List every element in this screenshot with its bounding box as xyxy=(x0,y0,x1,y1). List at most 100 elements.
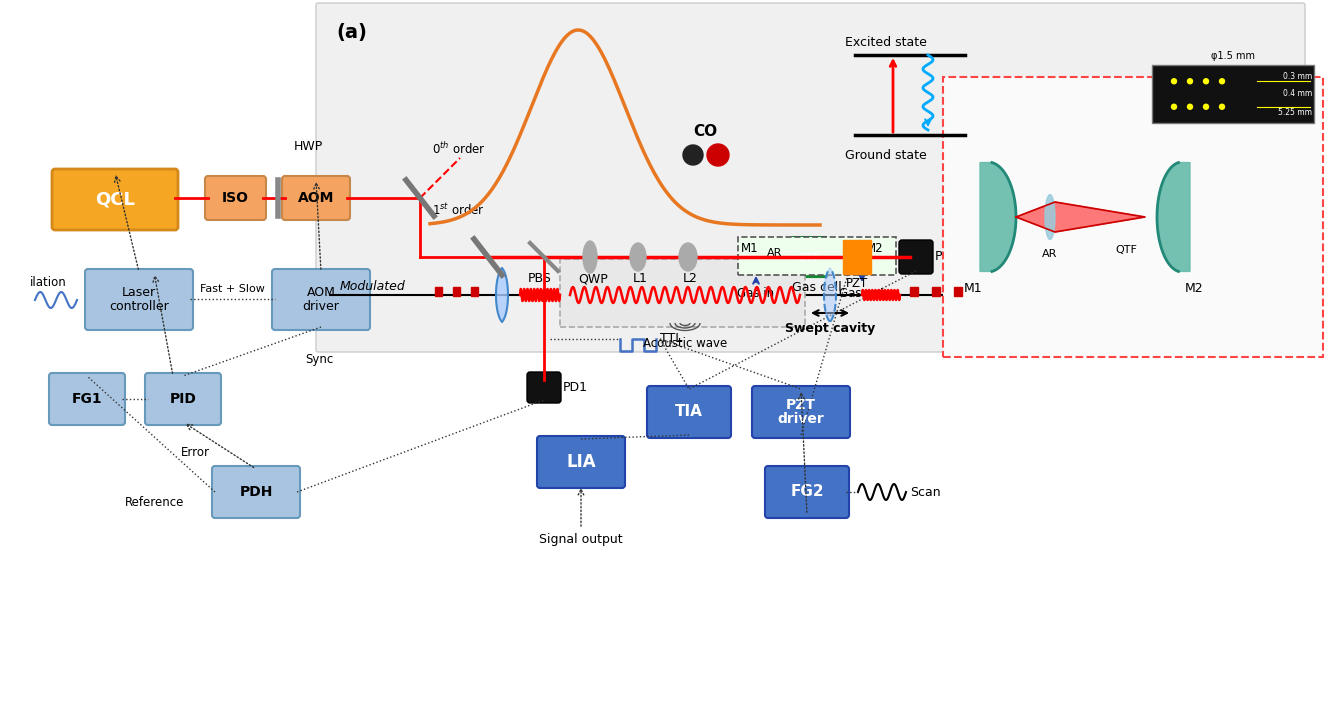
FancyBboxPatch shape xyxy=(49,373,125,425)
Text: HWP: HWP xyxy=(293,140,322,153)
Text: Acoustic wave: Acoustic wave xyxy=(643,337,727,350)
Text: Laser: Laser xyxy=(122,286,156,299)
Text: AR: AR xyxy=(768,248,782,258)
Text: CO: CO xyxy=(693,124,717,139)
Circle shape xyxy=(1171,104,1176,109)
Text: driver: driver xyxy=(777,412,825,426)
Text: PD1: PD1 xyxy=(564,381,587,394)
Text: (a): (a) xyxy=(335,23,367,42)
FancyBboxPatch shape xyxy=(85,269,194,330)
FancyBboxPatch shape xyxy=(272,269,370,330)
Text: φ1.5 mm: φ1.5 mm xyxy=(1211,51,1254,61)
Text: Scan: Scan xyxy=(910,485,940,498)
Text: M1: M1 xyxy=(964,282,983,295)
Polygon shape xyxy=(1158,162,1189,272)
Text: 5.25 mm: 5.25 mm xyxy=(1278,108,1311,117)
FancyBboxPatch shape xyxy=(526,372,561,403)
Bar xyxy=(953,287,961,296)
Bar xyxy=(1152,65,1314,123)
Text: Modulated: Modulated xyxy=(339,280,406,293)
FancyBboxPatch shape xyxy=(1116,192,1135,240)
Text: PZT: PZT xyxy=(846,277,869,290)
Text: driver: driver xyxy=(302,300,339,313)
Text: TTL: TTL xyxy=(660,332,683,345)
Text: Fast + Slow: Fast + Slow xyxy=(200,284,265,294)
Text: TIA: TIA xyxy=(675,405,703,420)
Ellipse shape xyxy=(679,243,697,271)
Text: Error: Error xyxy=(180,445,210,458)
Text: PDH: PDH xyxy=(239,485,273,499)
Text: QTF: QTF xyxy=(797,252,821,262)
FancyBboxPatch shape xyxy=(145,373,221,425)
Text: LIA: LIA xyxy=(566,453,595,471)
FancyBboxPatch shape xyxy=(52,169,178,230)
Circle shape xyxy=(1171,79,1176,84)
Text: 0.4 mm: 0.4 mm xyxy=(1282,89,1311,99)
Text: Signal output: Signal output xyxy=(540,533,623,546)
Circle shape xyxy=(1188,104,1192,109)
Text: FG2: FG2 xyxy=(790,485,823,500)
Text: Excited state: Excited state xyxy=(845,36,927,49)
FancyBboxPatch shape xyxy=(765,466,849,518)
Polygon shape xyxy=(823,268,835,322)
Bar xyxy=(560,259,805,327)
Bar xyxy=(910,287,918,296)
FancyBboxPatch shape xyxy=(212,466,300,518)
Text: FG1: FG1 xyxy=(72,392,102,406)
Text: 0.3 mm: 0.3 mm xyxy=(1282,72,1311,81)
FancyBboxPatch shape xyxy=(899,240,934,274)
Text: controller: controller xyxy=(109,300,168,313)
Text: Ground state: Ground state xyxy=(845,149,927,162)
Circle shape xyxy=(707,144,729,166)
Text: PZT: PZT xyxy=(846,252,869,262)
Text: M1: M1 xyxy=(741,242,758,255)
Circle shape xyxy=(1220,104,1224,109)
Circle shape xyxy=(1188,79,1192,84)
Text: M2: M2 xyxy=(1184,282,1203,295)
Bar xyxy=(739,237,896,275)
FancyBboxPatch shape xyxy=(282,176,350,220)
Text: L1: L1 xyxy=(633,272,647,285)
Circle shape xyxy=(1204,104,1208,109)
Text: PID: PID xyxy=(170,392,196,406)
Text: Swept cavity: Swept cavity xyxy=(785,322,875,335)
Text: Reference: Reference xyxy=(126,496,184,510)
Text: PZT: PZT xyxy=(786,398,815,412)
Text: QCL: QCL xyxy=(95,190,135,209)
Text: 1$^{st}$ order: 1$^{st}$ order xyxy=(432,202,485,217)
Bar xyxy=(932,287,940,296)
Bar xyxy=(453,287,460,296)
FancyBboxPatch shape xyxy=(790,237,827,277)
Text: QWP: QWP xyxy=(578,272,607,285)
Text: PD2: PD2 xyxy=(935,250,960,264)
Text: ISO: ISO xyxy=(221,191,249,205)
FancyBboxPatch shape xyxy=(752,386,850,438)
Bar xyxy=(471,287,477,296)
Text: 0$^{th}$ order: 0$^{th}$ order xyxy=(432,141,485,157)
Polygon shape xyxy=(1016,202,1144,232)
Text: PBS: PBS xyxy=(528,272,552,285)
Ellipse shape xyxy=(583,241,597,273)
Bar xyxy=(943,77,1323,357)
FancyBboxPatch shape xyxy=(647,386,731,438)
Text: V-T relaxation: V-T relaxation xyxy=(945,84,1030,97)
Circle shape xyxy=(1204,79,1208,84)
Text: Sync: Sync xyxy=(305,353,333,367)
Polygon shape xyxy=(496,268,508,322)
FancyBboxPatch shape xyxy=(206,176,267,220)
Text: AR: AR xyxy=(1042,249,1058,259)
Bar xyxy=(435,287,442,296)
Text: ilation: ilation xyxy=(30,277,66,290)
Ellipse shape xyxy=(630,243,646,271)
Text: AOM: AOM xyxy=(306,286,335,299)
Text: AOM: AOM xyxy=(298,191,334,205)
Text: QTF: QTF xyxy=(1115,245,1136,255)
Text: Gas out: Gas out xyxy=(839,287,884,300)
Text: M2: M2 xyxy=(866,242,884,255)
Circle shape xyxy=(1220,79,1224,84)
Text: Gas cell: Gas cell xyxy=(792,281,842,294)
FancyBboxPatch shape xyxy=(316,3,1305,352)
Bar xyxy=(843,240,871,274)
Ellipse shape xyxy=(1045,194,1055,240)
Polygon shape xyxy=(980,162,1016,272)
